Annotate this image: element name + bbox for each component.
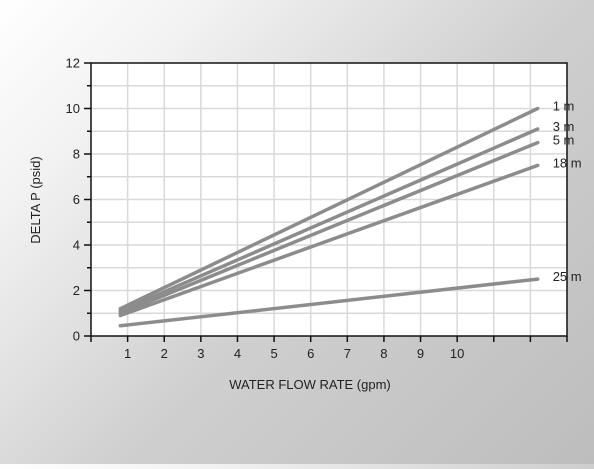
x-tick-label: 3 — [197, 346, 204, 361]
y-tick-label: 10 — [66, 101, 80, 116]
series-line — [118, 163, 540, 318]
x-tick-label: 2 — [161, 346, 168, 361]
y-tick-label: 6 — [73, 192, 80, 207]
series-lines — [118, 106, 540, 328]
y-tick-label: 4 — [73, 238, 80, 253]
y-tick-label: 2 — [73, 283, 80, 298]
series-line — [118, 277, 540, 328]
x-tick-label: 9 — [417, 346, 424, 361]
series-label: 18 m — [553, 155, 582, 170]
x-tick-label: 1 — [124, 346, 131, 361]
y-tick-label: 8 — [73, 147, 80, 162]
x-tick-label: 4 — [234, 346, 241, 361]
series-line — [118, 127, 540, 313]
x-tick-label: 6 — [307, 346, 314, 361]
series-label: 25 m — [553, 269, 582, 284]
series-label: 1 m — [553, 99, 575, 114]
x-tick-label: 10 — [450, 346, 464, 361]
series-label: 3 m — [553, 119, 575, 134]
series-label: 5 m — [553, 133, 575, 148]
y-tick-label: 12 — [66, 56, 80, 71]
y-tick-label: 0 — [73, 329, 80, 344]
y-axis-label: DELTA P (psid) — [28, 156, 43, 243]
x-tick-label: 8 — [380, 346, 387, 361]
series-labels: 1 m 3 m5 m 18 m 25 m — [553, 99, 582, 285]
series-line — [118, 106, 540, 311]
x-tick-label: 7 — [344, 346, 351, 361]
x-tick-label: 5 — [270, 346, 277, 361]
series-line — [118, 140, 540, 316]
x-axis-label: WATER FLOW RATE (gpm) — [229, 377, 391, 392]
